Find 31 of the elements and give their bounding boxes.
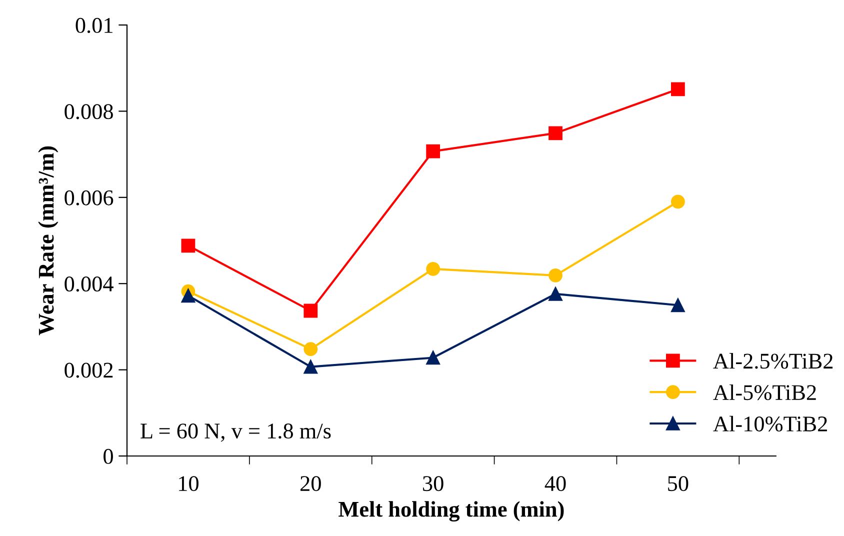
y-axis-title: Wear Rate (mm³/m) bbox=[38, 146, 58, 336]
point bbox=[670, 194, 685, 209]
annotation: L = 60 N, v = 1.8 m/s bbox=[140, 424, 331, 442]
point bbox=[548, 268, 562, 282]
point bbox=[181, 288, 196, 303]
point bbox=[670, 298, 685, 312]
point bbox=[304, 342, 318, 356]
legend-label: Al-10%TiB2 bbox=[713, 416, 827, 432]
point bbox=[670, 82, 685, 96]
x-tick-label: 10 bbox=[179, 476, 198, 492]
y-tick-label: 0 bbox=[104, 448, 113, 464]
x-axis-title: Melt holding time (min) bbox=[338, 501, 564, 522]
point bbox=[426, 144, 440, 158]
y-tick-label: 0.004 bbox=[64, 276, 114, 292]
y-tick-label: 0.002 bbox=[64, 362, 113, 378]
point bbox=[426, 350, 440, 365]
point bbox=[181, 238, 196, 253]
y-tick-label: 0.006 bbox=[64, 190, 114, 206]
x-tick-label: 40 bbox=[544, 476, 566, 492]
y-tick-label: 0.01 bbox=[76, 18, 112, 34]
y-tick-label: 0.008 bbox=[64, 104, 113, 120]
legend-label: Al-2.5%TiB2 bbox=[713, 353, 833, 369]
legend-label: Al-5%TiB2 bbox=[713, 384, 816, 400]
x-tick-label: 30 bbox=[423, 476, 444, 492]
point bbox=[548, 287, 562, 301]
point bbox=[548, 126, 562, 140]
point bbox=[426, 262, 440, 276]
x-tick-label: 50 bbox=[668, 476, 688, 492]
point bbox=[304, 360, 318, 374]
x-tick-label: 20 bbox=[300, 476, 321, 492]
point bbox=[304, 304, 318, 318]
